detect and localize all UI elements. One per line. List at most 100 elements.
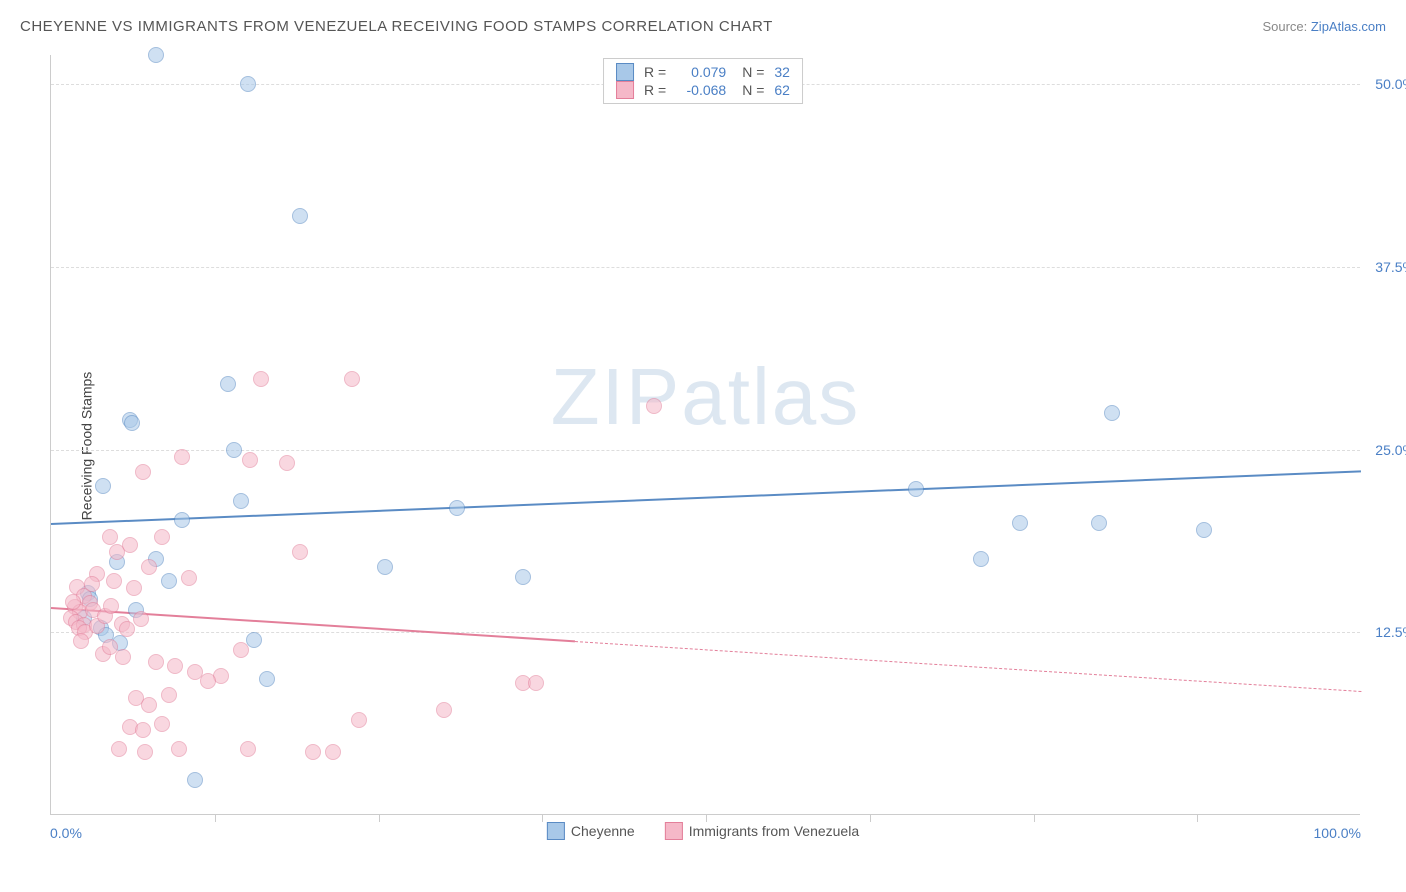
legend-swatch-icon (547, 822, 565, 840)
y-tick-label: 25.0% (1365, 442, 1406, 458)
data-point (154, 529, 170, 545)
x-axis-min-label: 0.0% (50, 825, 82, 841)
data-point (351, 712, 367, 728)
data-point (292, 208, 308, 224)
data-point (135, 464, 151, 480)
data-point (528, 675, 544, 691)
data-point (292, 544, 308, 560)
data-point (233, 642, 249, 658)
n-label: N = (742, 64, 764, 80)
watermark: ZIPatlas (551, 351, 860, 443)
data-point (73, 633, 89, 649)
r-value: 0.079 (676, 64, 726, 80)
data-point (161, 687, 177, 703)
n-value: 32 (774, 64, 790, 80)
n-value: 62 (774, 82, 790, 98)
data-point (122, 537, 138, 553)
legend-series: Cheyenne Immigrants from Venezuela (547, 822, 859, 840)
data-point (515, 569, 531, 585)
data-point (305, 744, 321, 760)
data-point (246, 632, 262, 648)
data-point (1012, 515, 1028, 531)
y-tick-label: 50.0% (1365, 76, 1406, 92)
chart-header: CHEYENNE VS IMMIGRANTS FROM VENEZUELA RE… (20, 18, 1386, 35)
x-axis-max-label: 100.0% (1314, 825, 1361, 841)
data-point (1091, 515, 1107, 531)
data-point (106, 573, 122, 589)
data-point (279, 455, 295, 471)
data-point (242, 452, 258, 468)
legend-item-series1: Cheyenne (547, 822, 635, 840)
x-tick (379, 814, 380, 822)
data-point (908, 481, 924, 497)
data-point (141, 697, 157, 713)
r-label: R = (644, 82, 666, 98)
data-point (148, 654, 164, 670)
data-point (325, 744, 341, 760)
data-point (133, 611, 149, 627)
data-point (1104, 405, 1120, 421)
data-point (65, 594, 81, 610)
r-label: R = (644, 64, 666, 80)
r-value: -0.068 (676, 82, 726, 98)
legend-stats-row: R = 0.079 N = 32 (616, 63, 790, 81)
data-point (1196, 522, 1212, 538)
legend-stats-row: R = -0.068 N = 62 (616, 81, 790, 99)
x-tick (1034, 814, 1035, 822)
data-point (220, 376, 236, 392)
data-point (124, 415, 140, 431)
data-point (449, 500, 465, 516)
data-point (167, 658, 183, 674)
data-point (174, 449, 190, 465)
legend-swatch-icon (665, 822, 683, 840)
data-point (154, 716, 170, 732)
data-point (174, 512, 190, 528)
data-point (102, 529, 118, 545)
legend-item-series2: Immigrants from Venezuela (665, 822, 859, 840)
chart-source: Source: ZipAtlas.com (1262, 19, 1386, 34)
chart-title: CHEYENNE VS IMMIGRANTS FROM VENEZUELA RE… (20, 18, 773, 35)
x-tick (215, 814, 216, 822)
data-point (103, 598, 119, 614)
data-point (181, 570, 197, 586)
legend-swatch-icon (616, 63, 634, 81)
data-point (95, 478, 111, 494)
data-point (135, 722, 151, 738)
watermark-zip: ZIP (551, 352, 681, 441)
data-point (253, 371, 269, 387)
grid-line (51, 450, 1360, 451)
data-point (973, 551, 989, 567)
data-point (115, 649, 131, 665)
data-point (226, 442, 242, 458)
source-prefix: Source: (1262, 19, 1310, 34)
data-point (200, 673, 216, 689)
data-point (126, 580, 142, 596)
data-point (377, 559, 393, 575)
n-label: N = (742, 82, 764, 98)
grid-line (51, 267, 1360, 268)
data-point (161, 573, 177, 589)
legend-swatch-icon (616, 81, 634, 99)
legend-label-series2: Immigrants from Venezuela (689, 823, 859, 839)
data-point (111, 741, 127, 757)
watermark-atlas: atlas (681, 352, 860, 441)
data-point (240, 76, 256, 92)
source-link[interactable]: ZipAtlas.com (1311, 19, 1386, 34)
x-tick (870, 814, 871, 822)
plot-area: ZIPatlas 12.5%25.0%37.5%50.0% (50, 55, 1360, 815)
x-tick (706, 814, 707, 822)
data-point (646, 398, 662, 414)
data-point (233, 493, 249, 509)
x-tick (1197, 814, 1198, 822)
data-point (119, 621, 135, 637)
y-tick-label: 12.5% (1365, 624, 1406, 640)
data-point (436, 702, 452, 718)
data-point (84, 576, 100, 592)
legend-stats: R = 0.079 N = 32 R = -0.068 N = 62 (603, 58, 803, 104)
data-point (240, 741, 256, 757)
x-tick (542, 814, 543, 822)
data-point (141, 559, 157, 575)
data-point (171, 741, 187, 757)
legend-label-series1: Cheyenne (571, 823, 635, 839)
data-point (344, 371, 360, 387)
